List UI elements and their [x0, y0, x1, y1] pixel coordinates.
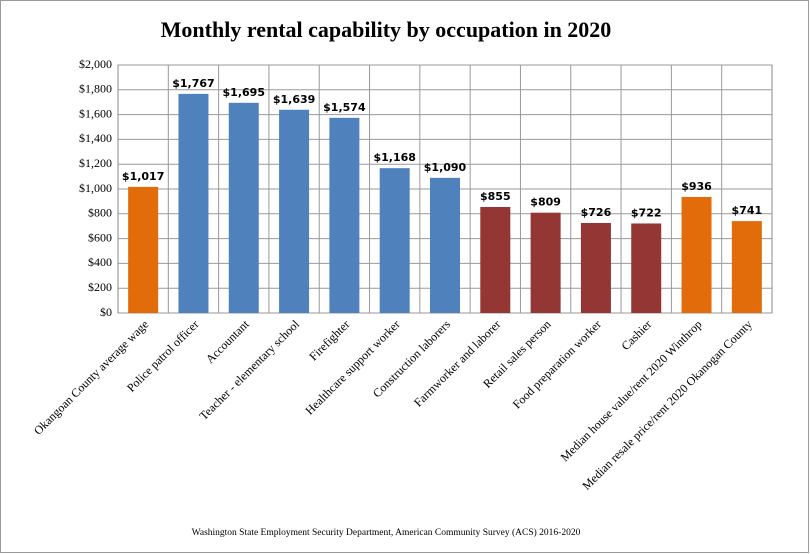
bar	[279, 109, 310, 313]
value-label: $936	[681, 180, 712, 193]
bar	[178, 93, 209, 313]
value-label: $1,574	[323, 101, 366, 114]
value-label: $855	[480, 190, 511, 203]
y-tick-label: $800	[88, 206, 112, 220]
value-label: $726	[581, 206, 612, 219]
y-tick-label: $1,400	[79, 131, 112, 145]
y-tick-label: $1,000	[79, 181, 112, 195]
value-label: $1,695	[223, 86, 265, 99]
bar	[228, 102, 259, 313]
chart-title: Monthly rental capability by occupation …	[161, 17, 612, 42]
y-tick-label: $1,200	[79, 156, 112, 170]
y-tick-label: $0	[100, 305, 112, 319]
value-label: $1,168	[373, 151, 415, 164]
value-label: $809	[530, 196, 561, 209]
value-label: $1,639	[273, 93, 315, 106]
bar	[430, 177, 460, 313]
y-tick-label: $200	[88, 280, 112, 294]
y-tick-label: $1,600	[79, 106, 112, 120]
bar	[530, 212, 561, 313]
bar	[580, 222, 611, 313]
bar	[480, 206, 511, 313]
bar	[329, 117, 360, 313]
value-label: $1,090	[424, 161, 467, 174]
bar	[379, 168, 410, 313]
y-tick-label: $1,800	[79, 82, 112, 96]
bar	[631, 223, 662, 313]
source-note: Washington State Employment Security Dep…	[192, 527, 581, 538]
value-label: $741	[732, 204, 763, 217]
bar	[128, 186, 159, 313]
y-tick-label: $400	[88, 255, 112, 269]
y-tick-label: $600	[88, 230, 112, 244]
value-label: $1,017	[122, 170, 164, 183]
bar	[731, 221, 762, 313]
y-tick-label: $2,000	[79, 57, 112, 71]
value-label: $722	[631, 206, 662, 219]
bar	[681, 196, 712, 313]
value-label: $1,767	[172, 77, 214, 90]
